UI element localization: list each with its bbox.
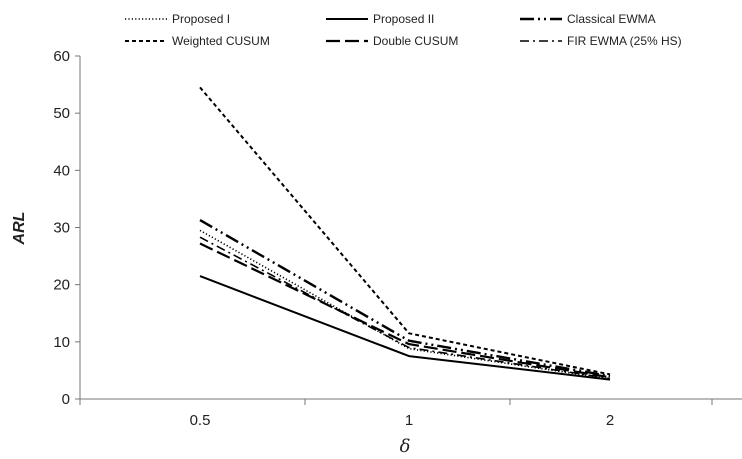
series-line-proposed-ii bbox=[199, 275, 611, 381]
series-line-classical-ewma bbox=[199, 219, 611, 378]
x-axis-title: δ bbox=[400, 436, 411, 457]
y-tick-label: 20 bbox=[53, 277, 70, 294]
y-tick-label: 50 bbox=[53, 105, 70, 122]
legend-label: FIR EWMA (25% HS) bbox=[567, 34, 682, 48]
x-axis: 0.5 1 2 bbox=[79, 398, 742, 429]
y-tick-label: 0 bbox=[62, 391, 70, 408]
x-tick-label: 0.5 bbox=[190, 412, 211, 429]
y-axis-title: ARL bbox=[11, 212, 28, 246]
series-line-weighted-cusum bbox=[199, 86, 611, 376]
series-line-double-cusum bbox=[199, 242, 611, 379]
legend: Proposed I Proposed II Classical EWMA Weigh… bbox=[125, 12, 682, 48]
y-tick-label: 40 bbox=[53, 162, 70, 179]
legend-label: Proposed I bbox=[172, 12, 230, 26]
series-line-fir-ewma-25-hs bbox=[199, 236, 611, 380]
legend-label: Proposed II bbox=[373, 12, 434, 26]
legend-label: Classical EWMA bbox=[567, 12, 656, 26]
y-axis: 0 10 20 30 40 50 60 bbox=[53, 48, 81, 408]
y-tick-label: 60 bbox=[53, 48, 70, 65]
plot-area bbox=[199, 86, 611, 381]
x-tick-label: 2 bbox=[606, 412, 614, 429]
legend-label: Double CUSUM bbox=[373, 34, 458, 48]
y-tick-label: 30 bbox=[53, 220, 70, 237]
y-tick-label: 10 bbox=[53, 334, 70, 351]
series-line-proposed-i bbox=[199, 229, 611, 380]
legend-label: Weighted CUSUM bbox=[172, 34, 270, 48]
x-tick-label: 1 bbox=[405, 412, 413, 429]
